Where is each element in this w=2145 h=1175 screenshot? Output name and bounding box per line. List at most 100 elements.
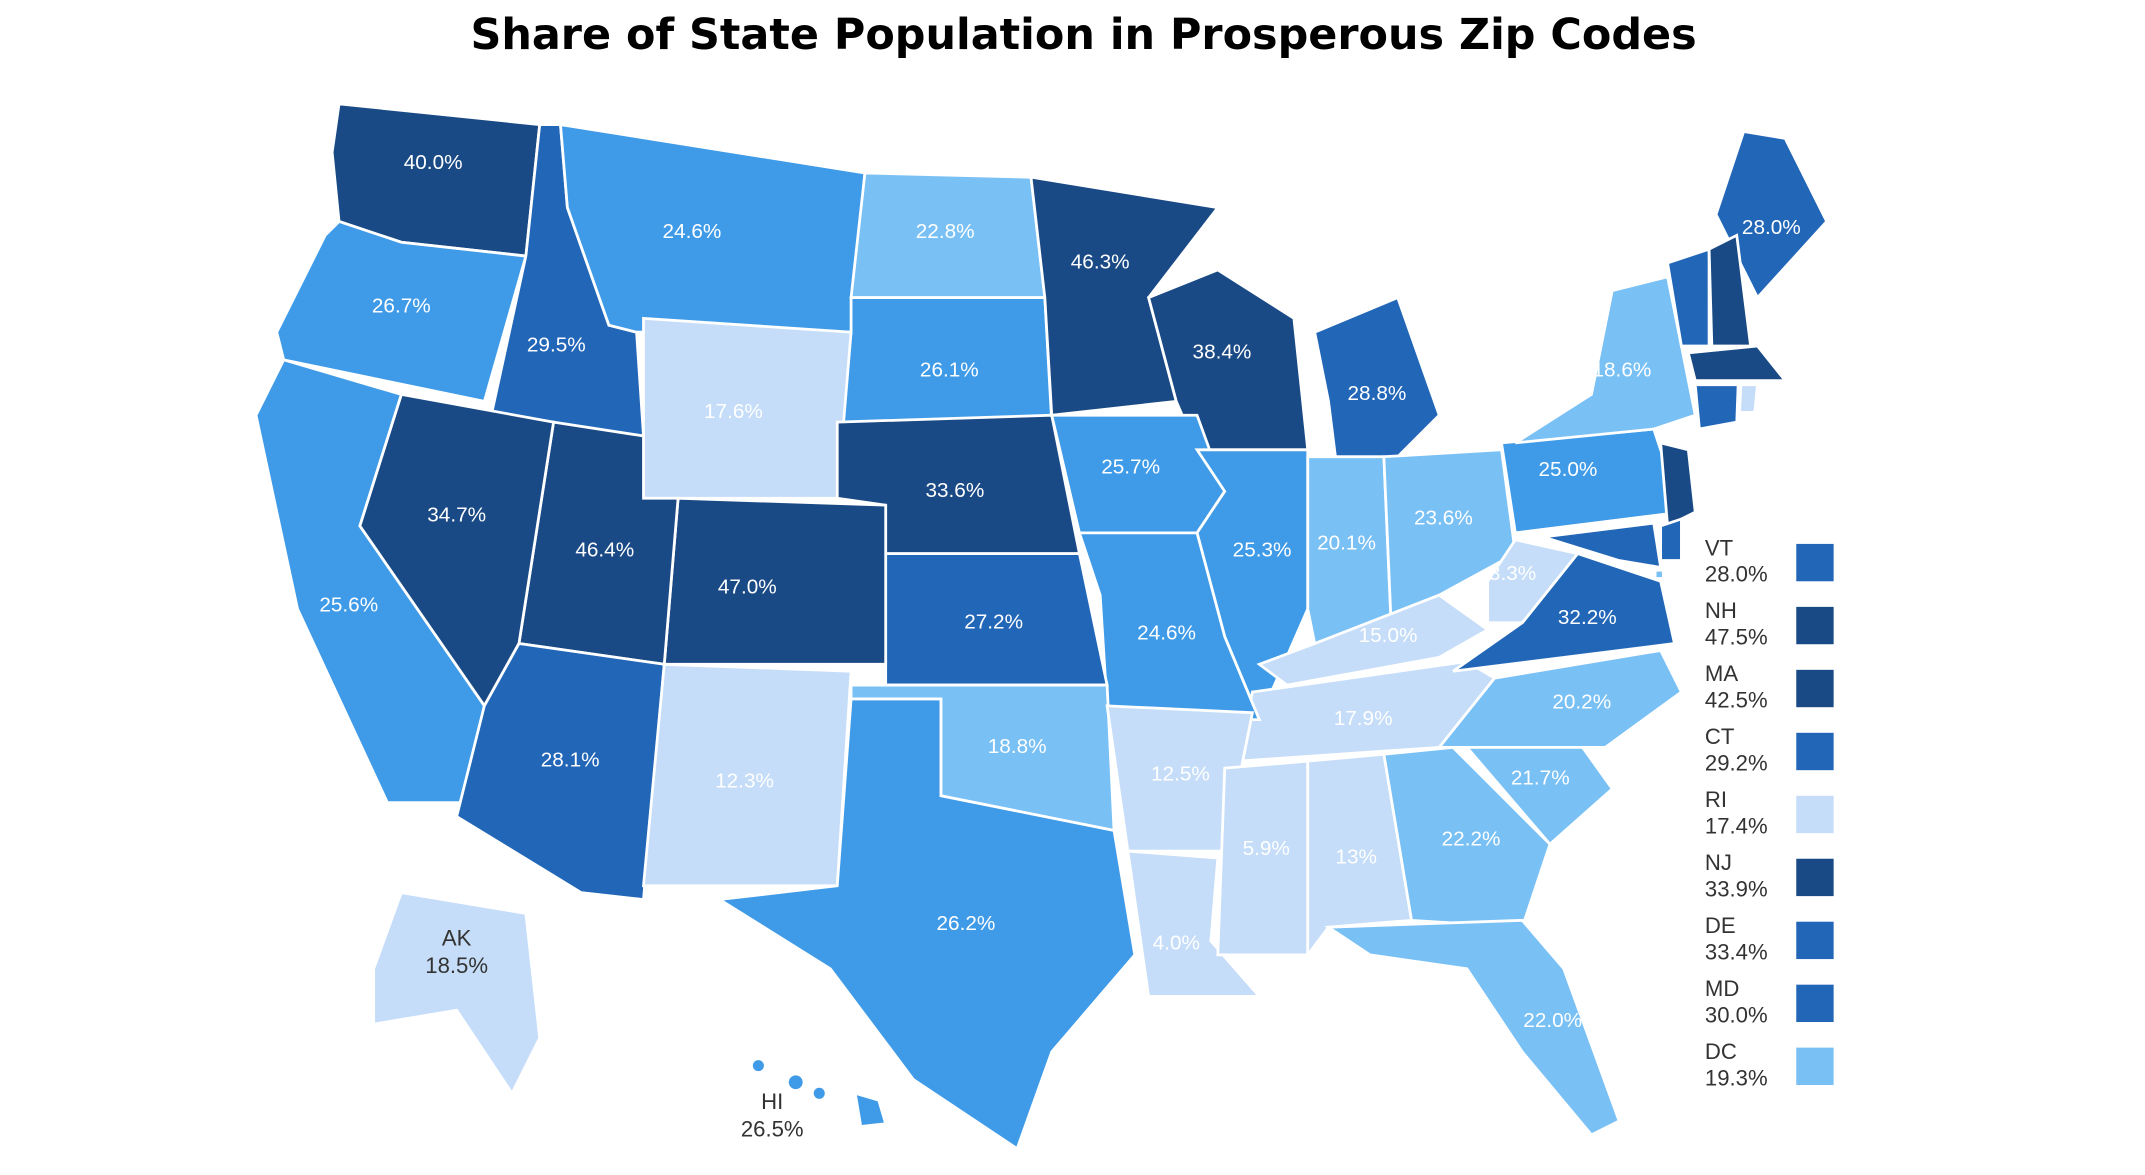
state [1542,521,1663,570]
value-label: 28.8% [1348,382,1407,405]
state [1514,275,1697,445]
state [1653,568,1665,580]
state [849,683,1116,833]
value-label: 46.3% [1071,250,1130,273]
value-label: 34.7% [427,504,486,527]
value-label: 18.5% [425,953,488,978]
state [372,891,542,1097]
legend-value: 30.0% [1705,1002,1768,1027]
value-label: 28.1% [541,749,600,772]
legend-value: 42.5% [1705,688,1768,713]
state-code: HI [761,1089,783,1114]
legend-swatch [1796,984,1834,1023]
state [1659,517,1683,562]
value-label: 20.2% [1552,691,1611,714]
legend-code: CT [1705,724,1735,749]
value-label: 5.9% [1243,837,1290,860]
value-label: 18.8% [988,735,1047,758]
value-label: 25.0% [1539,458,1598,481]
value-label: 24.6% [663,220,722,243]
legend-swatch [1796,606,1834,645]
value-label: 25.3% [1233,538,1292,561]
legend-code: NJ [1705,850,1732,875]
state [1324,918,1621,1137]
state [1659,441,1697,529]
state [1313,295,1441,459]
legend-code: RI [1705,787,1727,812]
state [1714,129,1829,301]
legend-code: MD [1705,976,1739,1001]
value-label: 26.1% [920,358,979,381]
value-label: 32.2% [1558,606,1617,629]
legend-code: DC [1705,1039,1737,1064]
legend-swatch [1796,669,1834,708]
legend-swatch [1796,543,1834,582]
value-label: 17.6% [704,400,763,423]
chart-title: Share of State Population in Prosperous … [470,10,1696,60]
value-label: 47.0% [718,576,777,599]
value-label: 23.6% [1414,506,1473,529]
legend-value: 33.9% [1705,876,1768,901]
legend-code: VT [1705,535,1733,560]
value-label: 21.7% [1511,767,1570,790]
value-label: 17.9% [1334,707,1393,730]
value-label: 3.3% [1489,562,1536,585]
value-label: 26.7% [372,295,431,318]
value-label: 28.0% [1742,216,1801,239]
legend-code: DE [1705,913,1736,938]
legend-value: 47.5% [1705,625,1768,650]
state [1738,383,1760,414]
value-label: 40.0% [404,151,463,174]
legend-swatch [1796,921,1834,960]
state-island [752,1060,764,1072]
value-label: 18.6% [1592,358,1651,381]
value-label: 25.6% [319,594,378,617]
value-label: 15.0% [1359,624,1418,647]
state [1486,538,1581,625]
value-label: 46.4% [575,538,634,561]
value-label: 22.8% [916,220,975,243]
state [1686,344,1789,382]
labels: 40.0% 26.7% 29.5% 24.6% 22.8% 26.1% 17.6% 33.6%… [319,151,1834,1142]
value-label: 4.0% [1153,931,1200,954]
value-label: 25.7% [1101,455,1160,478]
legend-swatch [1796,795,1834,834]
legend-value: 29.2% [1705,750,1768,775]
legend-value: 17.4% [1705,813,1768,838]
value-label: 22.0% [1523,1009,1582,1032]
state-island [813,1087,825,1099]
state [1256,593,1491,687]
state [1693,383,1740,431]
state [275,219,528,403]
value-label: 27.2% [964,610,1023,633]
legend-value: 33.4% [1705,939,1768,964]
legend-swatch [1796,1047,1834,1086]
value-label: 38.4% [1193,340,1252,363]
value-label: 22.2% [1442,828,1501,851]
state [1452,551,1677,673]
state [853,1091,888,1129]
legend-value: 28.0% [1705,562,1768,587]
value-label: 12.5% [1151,762,1210,785]
value-label: 26.2% [937,912,996,935]
value-label: 24.6% [1137,621,1196,644]
legend-value: 19.3% [1705,1065,1768,1090]
state [1436,648,1684,749]
value-label: 20.1% [1317,531,1376,554]
state-code: AK [442,926,472,951]
state [1382,448,1517,618]
value-label: 13% [1335,846,1377,869]
state [1126,849,1263,998]
legend-swatch [1796,858,1834,897]
value-label: 33.6% [925,479,984,502]
value-label: 26.5% [741,1117,804,1142]
state [1306,752,1414,960]
states [254,102,1829,1151]
legend-code: NH [1705,598,1737,623]
state-island [788,1075,803,1090]
value-label: 12.3% [715,769,774,792]
legend-code: MA [1705,661,1738,686]
legend-swatch [1796,732,1834,771]
